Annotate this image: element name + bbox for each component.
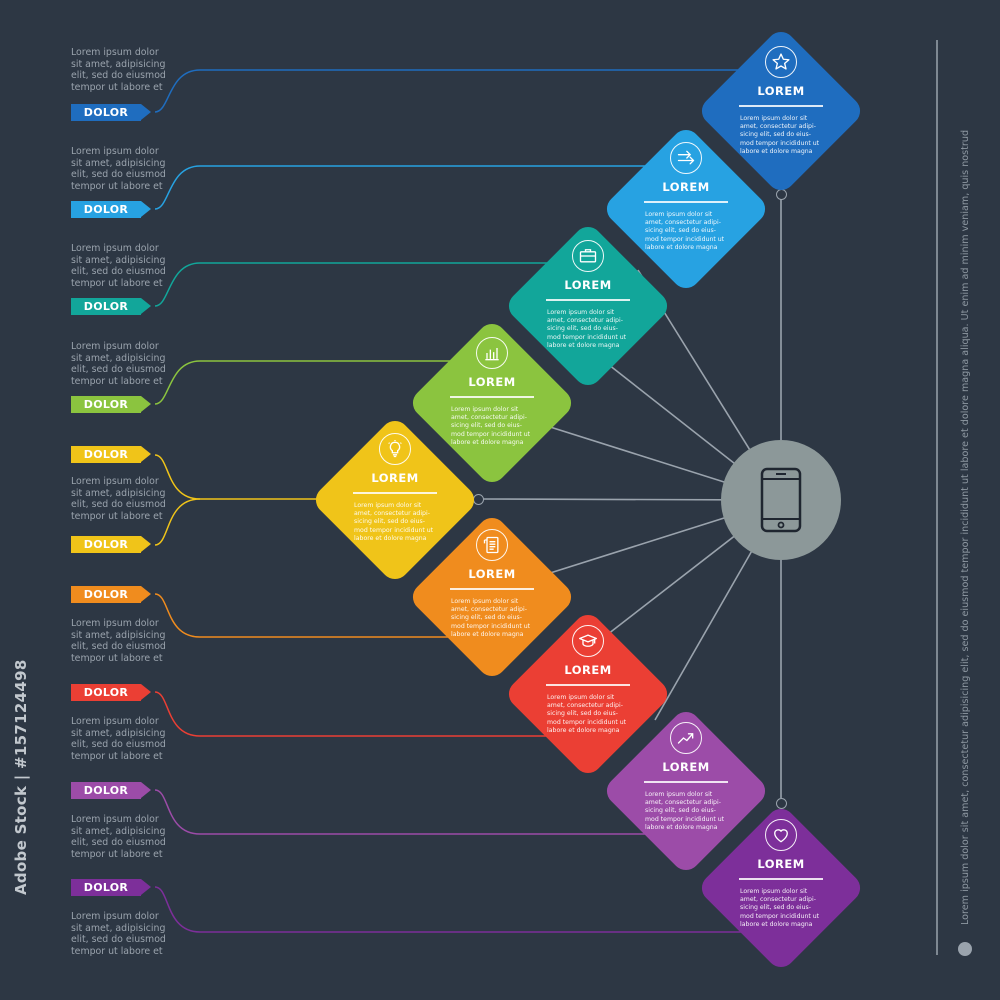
star-icon <box>765 46 797 78</box>
link-line-8 <box>154 789 675 835</box>
right-dot <box>958 942 972 956</box>
connector-node-bottom <box>776 798 787 809</box>
card-5-divider <box>353 492 437 494</box>
tag-9: DOLOR <box>71 879 155 896</box>
card-3-divider <box>546 299 630 301</box>
card-1-text: Lorem ipsum dolor sit amet, consectetur … <box>740 114 820 156</box>
card-2: LOREM Lorem ipsum dolor sit amet, consec… <box>616 142 756 253</box>
tag-1: DOLOR <box>71 104 155 121</box>
link-line-3 <box>154 262 575 307</box>
connector-node-top <box>776 189 787 200</box>
card-6-text: Lorem ipsum dolor sit amet, consectetur … <box>451 597 531 639</box>
card-9: LOREM Lorem ipsum dolor sit amet, consec… <box>711 819 851 930</box>
card-5-text: Lorem ipsum dolor sit amet, consectetur … <box>354 501 434 543</box>
card-6-divider <box>450 588 534 590</box>
tag-8: DOLOR <box>71 782 155 799</box>
briefcase-icon <box>572 240 604 272</box>
tag-2: DOLOR <box>71 201 155 218</box>
side-text-5: Lorem ipsum dolor sit amet, adipisicing … <box>71 476 166 522</box>
right-vertical-text: Lorem ipsum dolor sit amet, consectetur … <box>960 129 971 925</box>
card-9-title: LOREM <box>757 857 805 871</box>
link-line-7 <box>154 691 575 737</box>
card-7-text: Lorem ipsum dolor sit amet, consectetur … <box>547 693 627 735</box>
card-8-title: LOREM <box>662 760 710 774</box>
card-1: LOREM Lorem ipsum dolor sit amet, consec… <box>711 46 851 157</box>
document-icon <box>476 529 508 561</box>
card-4-divider <box>450 396 534 398</box>
side-text-9: Lorem ipsum dolor sit amet, adipisicing … <box>71 911 166 957</box>
stock-id: Adobe Stock | #157124498 <box>12 659 30 895</box>
card-5: LOREM Lorem ipsum dolor sit amet, consec… <box>325 433 465 544</box>
link-line-2 <box>154 165 675 210</box>
card-4: LOREM Lorem ipsum dolor sit amet, consec… <box>422 337 562 448</box>
link-line-6 <box>154 593 480 638</box>
card-7-title: LOREM <box>564 663 612 677</box>
tag-5a: DOLOR <box>71 446 155 463</box>
heart-icon <box>765 819 797 851</box>
card-9-text: Lorem ipsum dolor sit amet, consectetur … <box>740 887 820 929</box>
tag-5b: DOLOR <box>71 536 155 553</box>
card-8-text: Lorem ipsum dolor sit amet, consectetur … <box>645 790 725 832</box>
card-4-text: Lorem ipsum dolor sit amet, consectetur … <box>451 405 531 447</box>
right-divider <box>936 40 938 955</box>
card-3-title: LOREM <box>564 278 612 292</box>
side-text-6: Lorem ipsum dolor sit amet, adipisicing … <box>71 618 166 664</box>
card-6-title: LOREM <box>468 567 516 581</box>
card-3: LOREM Lorem ipsum dolor sit amet, consec… <box>518 240 658 351</box>
side-text-7: Lorem ipsum dolor sit amet, adipisicing … <box>71 716 166 762</box>
link-line-5b <box>154 498 201 546</box>
card-7: LOREM Lorem ipsum dolor sit amet, consec… <box>518 625 658 736</box>
trend-arrow-icon <box>670 722 702 754</box>
card-5-title: LOREM <box>371 471 419 485</box>
tag-4: DOLOR <box>71 396 155 413</box>
side-text-4: Lorem ipsum dolor sit amet, adipisicing … <box>71 341 166 387</box>
card-2-text: Lorem ipsum dolor sit amet, consectetur … <box>645 210 725 252</box>
tag-3: DOLOR <box>71 298 155 315</box>
link-line-1 <box>154 69 770 113</box>
side-text-8: Lorem ipsum dolor sit amet, adipisicing … <box>71 814 166 860</box>
graduation-cap-icon <box>572 625 604 657</box>
card-8: LOREM Lorem ipsum dolor sit amet, consec… <box>616 722 756 833</box>
card-6: LOREM Lorem ipsum dolor sit amet, consec… <box>422 529 562 640</box>
side-text-3: Lorem ipsum dolor sit amet, adipisicing … <box>71 243 166 289</box>
bar-chart-icon <box>476 337 508 369</box>
card-1-title: LOREM <box>757 84 805 98</box>
card-1-divider <box>739 105 823 107</box>
card-7-divider <box>546 684 630 686</box>
card-9-divider <box>739 878 823 880</box>
card-3-text: Lorem ipsum dolor sit amet, consectetur … <box>547 308 627 350</box>
card-4-title: LOREM <box>468 375 516 389</box>
side-text-1: Lorem ipsum dolor sit amet, adipisicing … <box>71 47 166 93</box>
card-2-title: LOREM <box>662 180 710 194</box>
lightbulb-icon <box>379 433 411 465</box>
hub-circle <box>721 440 841 560</box>
side-text-2: Lorem ipsum dolor sit amet, adipisicing … <box>71 146 166 192</box>
link-line-4 <box>154 360 480 405</box>
tag-7: DOLOR <box>71 684 155 701</box>
smartphone-icon <box>760 467 802 533</box>
connector-node-center <box>473 494 484 505</box>
arrows-icon <box>670 142 702 174</box>
tag-6: DOLOR <box>71 586 155 603</box>
card-2-divider <box>644 201 728 203</box>
link-line-9 <box>154 886 770 933</box>
card-8-divider <box>644 781 728 783</box>
